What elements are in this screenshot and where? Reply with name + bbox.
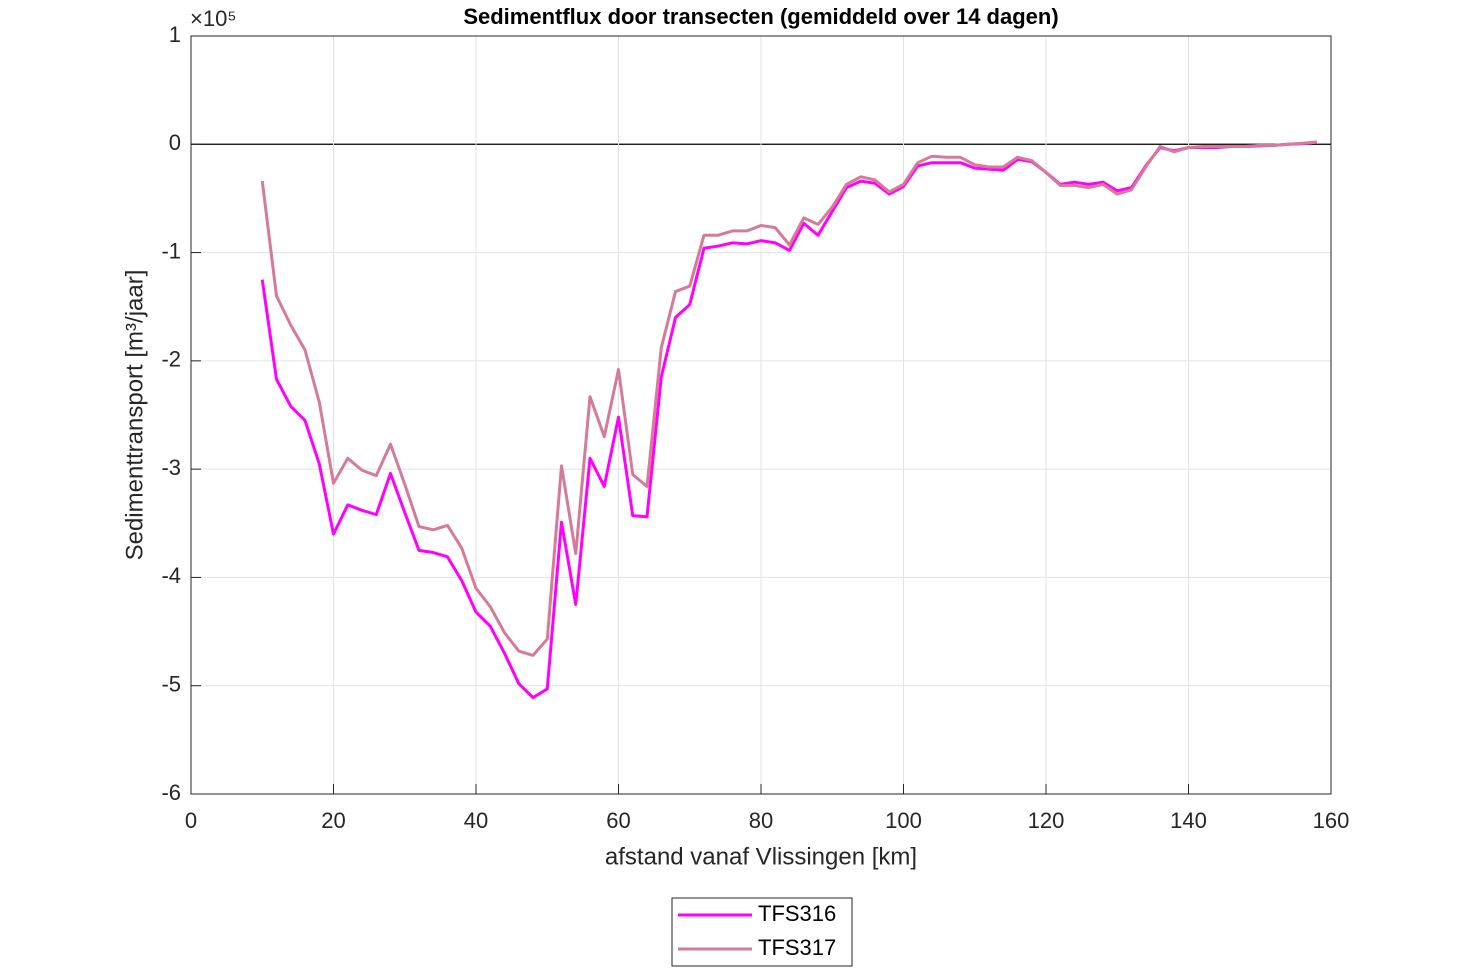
x-tick-label: 80 bbox=[749, 808, 773, 833]
y-tick-label: -5 bbox=[161, 672, 181, 697]
x-tick-label: 0 bbox=[185, 808, 197, 833]
plot-frame bbox=[190, 35, 1332, 795]
data-line bbox=[260, 140, 1317, 700]
legend-label: TFS316 bbox=[758, 901, 836, 926]
y-tick-label: -1 bbox=[161, 238, 181, 263]
y-tick-label: -6 bbox=[161, 780, 181, 805]
y-tick-label: -4 bbox=[161, 563, 181, 588]
x-axis-label: afstand vanaf Vlissingen [km] bbox=[605, 843, 917, 870]
x-tick-label: 120 bbox=[1028, 808, 1065, 833]
x-tick-label: 140 bbox=[1170, 808, 1207, 833]
y-multiplier: ×10⁵ bbox=[190, 6, 236, 31]
data-line bbox=[260, 140, 1317, 657]
legend-box bbox=[671, 897, 853, 967]
legend-label: TFS317 bbox=[758, 935, 836, 960]
y-tick-label: 0 bbox=[169, 130, 181, 155]
y-tick-label: -2 bbox=[161, 347, 181, 372]
x-tick-label: 160 bbox=[1313, 808, 1350, 833]
chart-title: Sedimentflux door transecten (gemiddeld … bbox=[463, 4, 1058, 29]
x-tick-label: 100 bbox=[885, 808, 922, 833]
x-tick-label: 60 bbox=[606, 808, 630, 833]
y-tick-label: 1 bbox=[169, 22, 181, 47]
x-tick-label: 20 bbox=[321, 808, 345, 833]
x-tick-label: 40 bbox=[464, 808, 488, 833]
y-axis-label: Sedimenttransport [m³/jaar] bbox=[121, 270, 148, 561]
y-tick-label: -3 bbox=[161, 455, 181, 480]
